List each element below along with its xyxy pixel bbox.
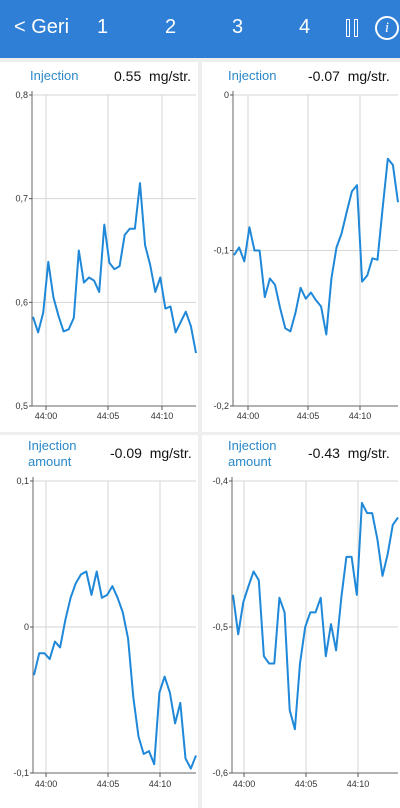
series-line [232, 501, 399, 731]
panel-title: Injection amount [28, 438, 77, 469]
panel-value: -0.43 mg/str. [308, 445, 390, 461]
panel-title: Injection [30, 68, 79, 83]
series-line [32, 182, 197, 354]
tab-1[interactable]: 1 [97, 16, 109, 38]
y-tick-label: 0,7 [15, 194, 28, 204]
value-unit: mg/str. [347, 68, 390, 84]
y-tick-label: -0,2 [213, 401, 229, 411]
chart-panel-injection-2: Injection -0.07 mg/str. 0 -0,1 -0,2 44:00 44… [202, 62, 400, 432]
value-unit: mg/str. [149, 68, 192, 84]
x-tick-label: 44:05 [97, 411, 120, 421]
line-chart: 0 -0,1 -0,2 44:00 44:05 44:10 [213, 90, 399, 421]
x-tick-label: 44:10 [149, 779, 172, 789]
x-tick-label: 44:05 [295, 779, 318, 789]
chart-panel-injection-amount-1: Injection amount -0.09 mg/str. 0,1 0 -0,1 44… [0, 435, 198, 808]
y-tick-label: -0,1 [213, 246, 229, 256]
y-tick-label: 0 [24, 622, 29, 632]
y-tick-label: 0,6 [15, 297, 28, 307]
series-line [33, 570, 197, 770]
y-tick-label: -0,5 [212, 622, 228, 632]
value-unit: mg/str. [149, 445, 192, 461]
y-tick-label: -0,4 [212, 476, 228, 486]
panel-title: Injection amount [228, 438, 277, 469]
y-tick-label: -0,6 [212, 768, 228, 778]
x-tick-label: 44:05 [297, 411, 320, 421]
line-chart: 0,8 0,7 0,6 0,5 44:00 44:05 44:10 [15, 90, 197, 421]
pause-icon[interactable] [346, 19, 362, 39]
tab-3[interactable]: 3 [232, 16, 244, 38]
x-tick-label: 44:00 [35, 411, 58, 421]
series-line [233, 157, 399, 336]
value-number: -0.09 [110, 445, 142, 461]
value-number: -0.43 [308, 445, 340, 461]
top-bar: < Geri 1 2 3 4 i [0, 0, 400, 58]
panel-value: 0.55 mg/str. [114, 68, 191, 84]
value-unit: mg/str. [347, 445, 390, 461]
x-tick-label: 44:05 [97, 779, 120, 789]
y-tick-label: 0,5 [15, 401, 28, 411]
y-tick-label: 0,8 [15, 90, 28, 100]
panel-value: -0.07 mg/str. [308, 68, 390, 84]
value-number: 0.55 [114, 68, 142, 84]
x-tick-label: 44:10 [349, 411, 372, 421]
info-icon[interactable]: i [375, 16, 399, 40]
panel-value: -0.09 mg/str. [110, 445, 192, 461]
x-tick-label: 44:10 [151, 411, 174, 421]
chart-panel-injection-amount-2: Injection amount -0.43 mg/str. -0,4 -0,5 -0… [202, 435, 400, 808]
x-tick-label: 44:00 [35, 779, 58, 789]
back-button[interactable]: < Geri [14, 16, 70, 38]
tab-2[interactable]: 2 [165, 16, 177, 38]
x-tick-label: 44:00 [233, 779, 256, 789]
tab-4[interactable]: 4 [299, 16, 311, 38]
y-tick-label: -0,1 [13, 768, 29, 778]
panel-title: Injection [228, 68, 277, 83]
line-chart: -0,4 -0,5 -0,6 44:00 44:05 44:10 [212, 476, 399, 789]
chart-panel-injection-1: Injection 0.55 mg/str. 0,8 0,7 0,6 0,5 44:00… [0, 62, 198, 432]
line-chart: 0,1 0 -0,1 44:00 44:05 44:10 [13, 476, 197, 789]
y-tick-label: 0,1 [16, 476, 29, 486]
x-tick-label: 44:00 [237, 411, 260, 421]
y-tick-label: 0 [224, 90, 229, 100]
value-number: -0.07 [308, 68, 340, 84]
x-tick-label: 44:10 [347, 779, 370, 789]
